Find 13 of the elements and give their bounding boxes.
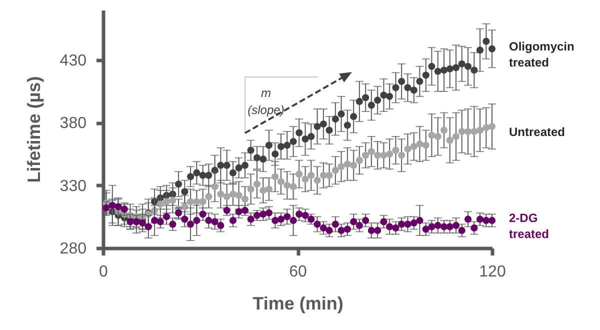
y-tick-label: 380 xyxy=(60,115,87,132)
y-tick-label: 280 xyxy=(60,240,87,258)
x-tick-label: 120 xyxy=(479,264,506,280)
x-tick-label: 60 xyxy=(289,264,307,280)
series-label: 2-DG treated xyxy=(509,210,550,241)
series-label: Oligomycin treated xyxy=(509,39,574,70)
y-tick-label: 330 xyxy=(60,178,87,195)
series-label: Untreated xyxy=(509,124,566,139)
y-tick-label: 430 xyxy=(60,52,87,70)
y-axis-title: Lifetime (µs) xyxy=(24,76,44,183)
x-axis-title: Time (min) xyxy=(252,294,344,314)
x-tick-label: 0 xyxy=(99,264,108,280)
annotation: m (slope) xyxy=(248,86,284,118)
